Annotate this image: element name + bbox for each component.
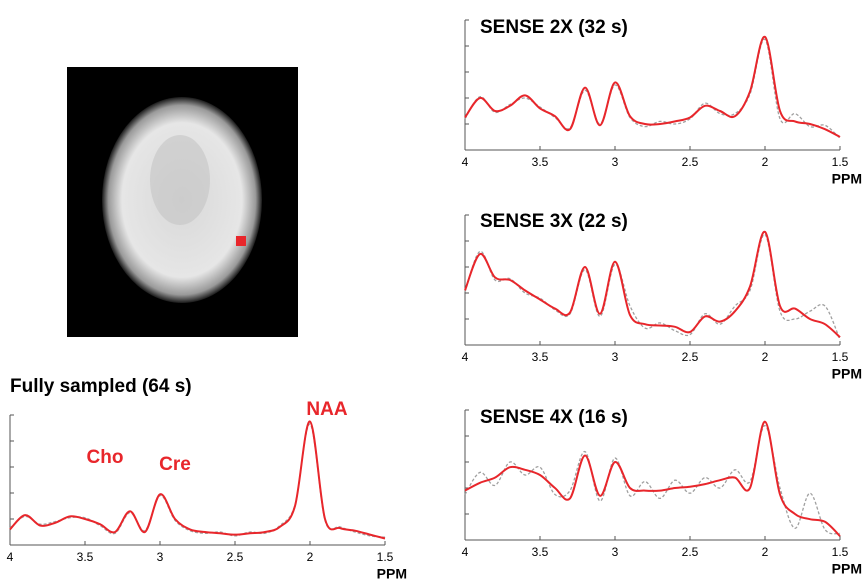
ventricle	[150, 135, 210, 225]
x-tick-label: 3.5	[532, 155, 549, 169]
x-tick-label: 1.5	[377, 550, 394, 564]
spectrum-line	[465, 39, 840, 138]
x-tick-label: 3	[157, 550, 164, 564]
spectrum-line	[465, 422, 840, 536]
peak-label: Cho	[87, 447, 124, 468]
x-tick-label: 2	[762, 350, 769, 364]
voxel-marker	[236, 236, 246, 246]
x-axis-label: PPM	[377, 566, 407, 582]
peak-label: Cre	[159, 454, 191, 475]
spectrum-line	[10, 424, 385, 537]
x-tick-label: 2	[762, 155, 769, 169]
x-tick-label: 3	[612, 155, 619, 169]
x-tick-label: 4	[462, 155, 469, 169]
x-tick-label: 3.5	[532, 545, 549, 559]
x-tick-label: 2.5	[682, 350, 699, 364]
figure: Fully sampled (64 s) 4 3.5 3 2.5 2 1.5 PPM Cho Cr…	[0, 0, 866, 585]
x-tick-label: 1.5	[832, 155, 849, 169]
chart-title: SENSE 3X (22 s)	[480, 211, 628, 232]
x-tick-label: 4	[462, 350, 469, 364]
x-axis-label: PPM	[832, 561, 862, 577]
x-tick-label: 3	[612, 545, 619, 559]
x-tick-label: 1.5	[832, 350, 849, 364]
x-tick-label: 2	[307, 550, 314, 564]
x-tick-label: 3	[612, 350, 619, 364]
x-tick-label: 3.5	[532, 350, 549, 364]
x-tick-label: 2	[762, 545, 769, 559]
chart-title: SENSE 2X (32 s)	[480, 17, 628, 38]
x-tick-label: 4	[462, 545, 469, 559]
spectrum-line	[465, 37, 840, 137]
spectrum-line	[10, 421, 385, 538]
x-tick-label: 2.5	[682, 155, 699, 169]
x-tick-label: 4	[7, 550, 14, 564]
chart-title: Fully sampled (64 s)	[10, 376, 192, 397]
x-tick-label: 2.5	[682, 545, 699, 559]
spectrum-line	[465, 426, 840, 534]
x-axis-label: PPM	[832, 171, 862, 187]
x-tick-label: 3.5	[77, 550, 94, 564]
x-tick-label: 2.5	[227, 550, 244, 564]
x-axis-label: PPM	[832, 366, 862, 382]
x-tick-label: 1.5	[832, 545, 849, 559]
chart-title: SENSE 4X (16 s)	[480, 407, 628, 428]
spectrum-line	[465, 232, 840, 337]
peak-label: NAA	[306, 399, 347, 420]
